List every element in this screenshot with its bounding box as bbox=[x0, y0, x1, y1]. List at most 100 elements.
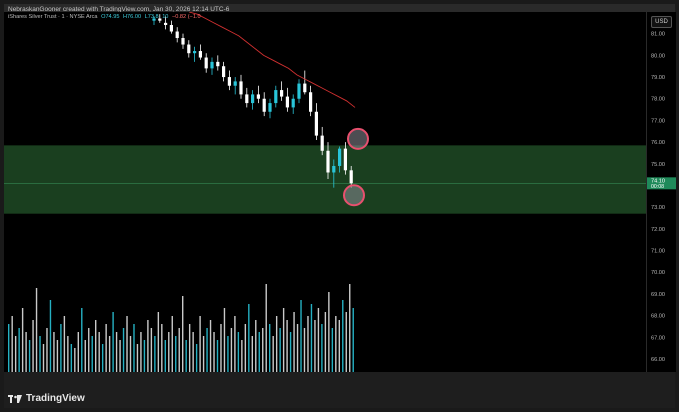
volume-bar bbox=[258, 332, 260, 372]
volume-bar bbox=[310, 304, 313, 372]
volume-bar bbox=[108, 336, 111, 372]
candle-body bbox=[314, 111, 318, 136]
price-tick-label: 76.00 bbox=[651, 140, 665, 146]
currency-badge[interactable]: USD bbox=[651, 16, 672, 28]
volume-bar bbox=[154, 336, 156, 372]
volume-bar bbox=[314, 320, 316, 372]
candle-body bbox=[251, 94, 255, 104]
volume-bar bbox=[42, 344, 45, 372]
volume-bar bbox=[282, 308, 285, 372]
volume-bar bbox=[143, 340, 146, 372]
volume-bar bbox=[63, 316, 66, 372]
candle-body bbox=[204, 57, 208, 69]
candle-body bbox=[175, 31, 179, 39]
annotation-circle bbox=[347, 127, 369, 150]
volume-bar bbox=[195, 344, 198, 372]
volume-bar bbox=[28, 340, 31, 372]
volume-bar bbox=[136, 344, 139, 372]
volume-bar bbox=[98, 332, 100, 372]
volume-bar bbox=[178, 328, 180, 372]
volume-bar bbox=[88, 328, 90, 372]
volume-bar bbox=[237, 332, 240, 372]
candle-body bbox=[233, 81, 237, 86]
candle-body bbox=[338, 148, 342, 166]
volume-bar bbox=[60, 324, 62, 372]
volume-bar bbox=[161, 324, 163, 372]
volume-bar bbox=[122, 328, 125, 372]
volume-bar bbox=[227, 336, 229, 372]
volume-bar bbox=[126, 316, 128, 372]
volume-bar bbox=[188, 324, 191, 372]
volume-bar bbox=[338, 320, 340, 372]
volume-bar bbox=[352, 308, 354, 372]
volume-bar bbox=[286, 320, 288, 372]
volume-bar bbox=[269, 324, 271, 372]
ohlc-open: O74.95 bbox=[101, 14, 120, 20]
chart-area[interactable]: 10:4511:0011:1511:3011:4512:0012:1512:30… bbox=[4, 11, 646, 382]
candle-body bbox=[210, 61, 214, 69]
moving-average-line bbox=[188, 11, 356, 108]
volume-bar bbox=[185, 340, 187, 372]
price-tick-label: 77.00 bbox=[651, 118, 665, 124]
tradingview-logo[interactable]: TradingView bbox=[8, 393, 85, 404]
candle-body bbox=[239, 81, 243, 95]
candle-body bbox=[285, 96, 289, 108]
volume-bar bbox=[119, 340, 121, 372]
countdown-label: 00:08 bbox=[651, 184, 664, 190]
price-tick-label: 78.00 bbox=[651, 97, 665, 103]
volume-bar bbox=[67, 336, 69, 372]
volume-bar bbox=[223, 308, 226, 372]
volume-bar bbox=[21, 308, 24, 372]
support-zone bbox=[4, 145, 646, 214]
candle-body bbox=[245, 94, 249, 104]
volume-bar bbox=[199, 316, 201, 372]
volume-bar bbox=[150, 328, 153, 372]
volume-bar bbox=[317, 308, 320, 372]
volume-bar bbox=[244, 324, 247, 372]
candle-body bbox=[227, 77, 231, 86]
volume-bar bbox=[105, 324, 107, 372]
candle-body bbox=[262, 98, 266, 112]
volume-bar bbox=[293, 312, 295, 372]
tradingview-logo-text: TradingView bbox=[26, 393, 85, 404]
candle-body bbox=[193, 51, 197, 54]
candle-body bbox=[291, 98, 295, 108]
volume-bar bbox=[206, 328, 208, 372]
price-tick-label: 80.00 bbox=[651, 53, 665, 59]
volume-bar bbox=[115, 332, 118, 372]
candle-body bbox=[274, 90, 278, 104]
volume-bar bbox=[81, 308, 83, 372]
price-axis-canvas: 81.00 80.00 79.00 78.00 77.00 76.00 75.00 73.00… bbox=[647, 32, 676, 363]
volume-bar bbox=[328, 292, 330, 372]
volume-bar bbox=[53, 332, 55, 372]
volume-bar bbox=[345, 312, 347, 372]
price-tick-label: 79.00 bbox=[651, 75, 665, 81]
volume-bar bbox=[14, 336, 17, 372]
candle-body bbox=[326, 150, 330, 173]
volume-bar bbox=[49, 300, 52, 372]
volume-bar bbox=[230, 328, 233, 372]
volume-bar bbox=[95, 320, 97, 372]
volume-bar bbox=[74, 348, 76, 372]
volume-bar bbox=[164, 340, 166, 372]
chart-canvas[interactable]: 10:4511:0011:1511:3011:4512:0012:1512:30… bbox=[4, 11, 646, 382]
volume-bar bbox=[248, 304, 250, 372]
current-price-tag bbox=[647, 177, 676, 190]
volume-bar bbox=[84, 340, 86, 372]
volume-bar bbox=[168, 332, 170, 372]
ohlc-close: 10 bbox=[162, 14, 169, 20]
candle-body bbox=[332, 165, 336, 173]
volume-bar bbox=[32, 320, 34, 372]
annotation-circle bbox=[343, 184, 365, 207]
candle-body bbox=[187, 44, 191, 54]
volume-bar bbox=[275, 316, 278, 372]
price-tick-label: 68.00 bbox=[651, 314, 665, 320]
volume-bar bbox=[8, 324, 10, 372]
volume-bar bbox=[202, 336, 205, 372]
price-axis[interactable]: 81.00 80.00 79.00 78.00 77.00 76.00 75.00 73.00… bbox=[646, 12, 676, 372]
candle-body bbox=[303, 83, 307, 93]
volume-bar bbox=[133, 324, 135, 372]
volume-bar bbox=[349, 284, 351, 372]
volume-bar bbox=[101, 344, 104, 372]
volume-bar bbox=[46, 328, 48, 372]
